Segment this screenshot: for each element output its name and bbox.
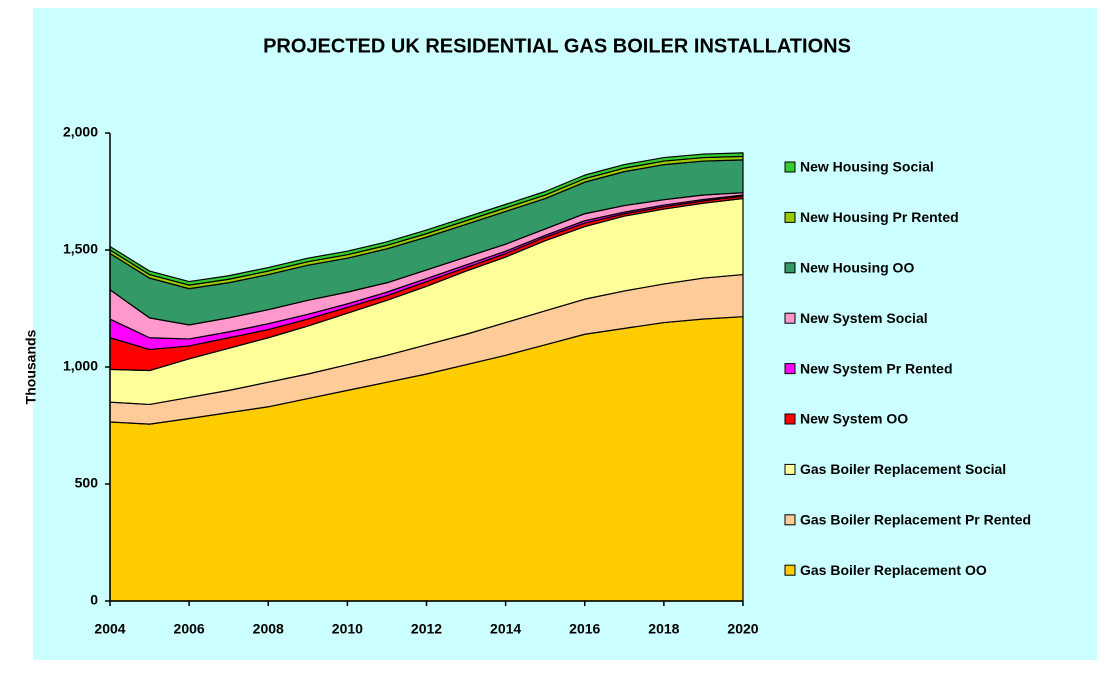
legend-label: New Housing Social: [800, 159, 934, 175]
chart-title: PROJECTED UK RESIDENTIAL GAS BOILER INST…: [263, 35, 851, 57]
legend-label: Gas Boiler Replacement Pr Rented: [800, 512, 1031, 528]
legend-swatch: [784, 211, 796, 223]
y-tick-label: 0: [90, 592, 98, 608]
y-tick-label: 2,000: [63, 124, 98, 140]
legend-label: Gas Boiler Replacement Social: [800, 461, 1006, 477]
x-tick-label: 2012: [411, 621, 442, 637]
legend-label: New Housing Pr Rented: [800, 209, 959, 225]
legend-label: Gas Boiler Replacement OO: [800, 562, 987, 578]
area: [109, 152, 744, 286]
y-tick-label: 1,500: [63, 241, 98, 257]
y-tick-label: 1,000: [63, 358, 98, 374]
legend-label: New System OO: [800, 411, 908, 427]
x-tick-label: 2014: [490, 621, 521, 637]
x-tick-label: 2006: [174, 621, 205, 637]
x-tick-label: 2008: [253, 621, 284, 637]
legend-swatch: [784, 161, 796, 173]
legend-swatch: [784, 413, 796, 425]
y-axis-label: Thousands: [23, 329, 39, 404]
legend-swatch: [784, 262, 796, 274]
x-tick-label: 2018: [648, 621, 679, 637]
x-tick-label: 2004: [94, 621, 125, 637]
legend-label: New System Pr Rented: [800, 360, 953, 376]
x-tick-label: 2020: [727, 621, 758, 637]
legend-swatch: [784, 312, 796, 324]
legend-swatch: [784, 514, 796, 526]
legend-swatch: [784, 564, 796, 576]
x-tick-label: 2016: [569, 621, 600, 637]
legend-swatch: [784, 363, 796, 375]
legend-label: New Housing OO: [800, 260, 914, 276]
legend-label: New System Social: [800, 310, 928, 326]
x-tick-label: 2010: [332, 621, 363, 637]
legend-swatch: [784, 463, 796, 475]
y-tick-label: 500: [75, 475, 99, 491]
